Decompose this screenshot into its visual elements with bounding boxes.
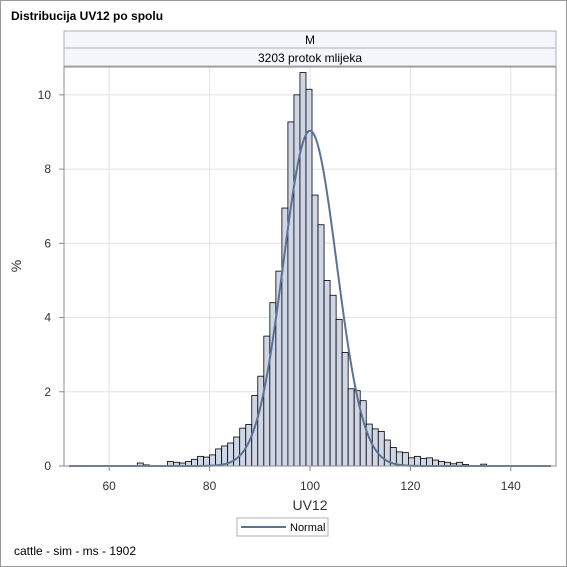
histogram-bar bbox=[263, 335, 271, 467]
panel-header: M bbox=[305, 33, 315, 47]
histogram-bar bbox=[414, 455, 421, 467]
x-tick-label: 60 bbox=[103, 479, 117, 493]
x-axis-ticks: 60 80 100 120 140 bbox=[103, 466, 521, 493]
x-tick-label: 120 bbox=[400, 479, 420, 493]
histogram-bar bbox=[323, 280, 331, 467]
histogram-bar bbox=[293, 94, 301, 467]
histogram-bar bbox=[287, 121, 295, 467]
y-tick-label: 2 bbox=[44, 385, 51, 399]
panel-subheader-strip bbox=[63, 47, 557, 67]
y-tick-label: 6 bbox=[44, 236, 51, 250]
histogram-bar bbox=[329, 294, 337, 467]
y-tick-label: 8 bbox=[44, 162, 51, 176]
histogram-bars bbox=[136, 72, 488, 467]
legend-normal-label: Normal bbox=[290, 522, 325, 534]
panel-subheader: 3203 protok mlijeka bbox=[258, 51, 362, 65]
histogram-bar bbox=[335, 318, 343, 467]
histogram-bar bbox=[239, 427, 247, 467]
y-tick-label: 0 bbox=[44, 459, 51, 473]
y-tick-label: 4 bbox=[44, 311, 51, 325]
chart-title: Distribucija UV12 po spolu bbox=[11, 9, 164, 23]
x-axis-title: UV12 bbox=[292, 497, 327, 513]
histogram-bar bbox=[305, 88, 313, 467]
histogram-bar bbox=[347, 388, 355, 467]
histogram-bar bbox=[317, 224, 325, 467]
histogram-bar bbox=[401, 452, 409, 467]
histogram-bar bbox=[257, 375, 265, 467]
x-tick-label: 100 bbox=[300, 479, 320, 493]
histogram-bar bbox=[209, 454, 217, 467]
histogram-bar bbox=[311, 194, 319, 467]
histogram-bar bbox=[299, 72, 307, 467]
y-tick-label: 10 bbox=[38, 88, 52, 102]
histogram-bar bbox=[233, 436, 241, 467]
histogram-bar bbox=[341, 352, 349, 467]
histogram-bar bbox=[420, 458, 427, 467]
histogram-bar bbox=[197, 455, 204, 467]
histogram-bar bbox=[377, 431, 385, 467]
histogram-bar bbox=[203, 456, 210, 467]
y-axis-title: % bbox=[8, 260, 24, 272]
y-axis-ticks: 0 2 4 6 8 10 bbox=[38, 88, 64, 473]
x-tick-label: 140 bbox=[501, 479, 521, 493]
histogram-bar bbox=[426, 457, 433, 467]
footnote: cattle - sim - ms - 1902 bbox=[14, 544, 137, 558]
histogram-bar bbox=[215, 448, 223, 467]
x-tick-label: 80 bbox=[203, 479, 217, 493]
